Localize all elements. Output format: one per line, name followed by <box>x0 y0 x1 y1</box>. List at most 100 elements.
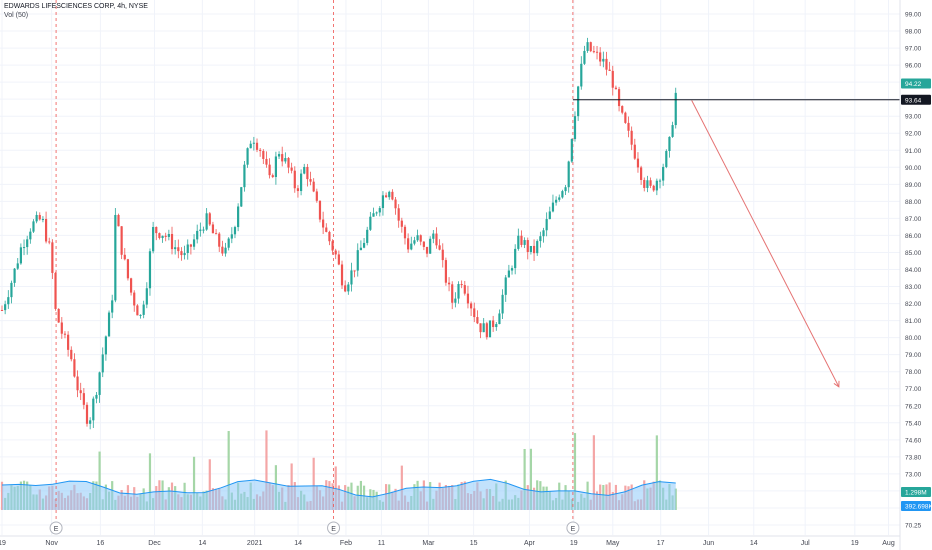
candle <box>299 169 303 196</box>
time-axis[interactable]: 19 Nov 16 Dec 14 2021 14 Feb 11 Mar 15 Apr 19 May 17 Ju… <box>0 535 900 547</box>
earnings-badge[interactable] <box>49 521 63 535</box>
candle-body <box>129 278 133 293</box>
time-tick-label: 19 <box>851 540 859 547</box>
candle <box>460 280 463 289</box>
candle <box>350 262 353 292</box>
drawing-overlays[interactable] <box>572 99 900 388</box>
candle-body <box>259 149 262 151</box>
candle <box>158 232 161 240</box>
candle <box>22 239 26 256</box>
candle-body <box>630 130 633 145</box>
candle-body <box>180 251 183 256</box>
price-tick-label: 98.00 <box>905 29 922 36</box>
candle <box>630 126 633 151</box>
candle-body <box>416 235 419 241</box>
candle <box>318 200 322 223</box>
volume-indicator-label[interactable]: Vol (50) <box>4 12 29 19</box>
candle <box>306 163 309 187</box>
candle <box>614 85 618 90</box>
candle <box>85 402 89 427</box>
candle <box>259 147 262 157</box>
candle <box>517 228 520 251</box>
candle-body <box>479 323 482 333</box>
candle <box>580 56 583 90</box>
candle <box>542 227 545 243</box>
candle-body <box>82 393 85 405</box>
candle <box>548 206 551 220</box>
candle-body <box>161 235 164 239</box>
candle <box>180 247 183 261</box>
candle-body <box>551 202 555 212</box>
candle <box>495 322 498 331</box>
candle-body <box>580 63 583 87</box>
candle-body <box>35 214 38 222</box>
candle <box>322 211 325 235</box>
earnings-badge[interactable] <box>327 521 341 535</box>
time-tick-label: 19 <box>570 540 578 547</box>
candle-body <box>545 219 548 231</box>
forecast-arrow[interactable] <box>691 100 840 388</box>
candle-body <box>290 167 293 171</box>
price-axis[interactable]: 99.0098.0097.0096.0095.0094.0093.0092.00… <box>899 0 932 550</box>
candle-body <box>174 247 177 250</box>
candle <box>89 417 92 430</box>
candle-body <box>38 214 41 220</box>
candle-body <box>19 247 22 264</box>
candle <box>523 237 526 249</box>
candle <box>652 184 655 192</box>
candle-body <box>224 247 227 254</box>
candle-body <box>293 170 296 189</box>
candle <box>627 116 630 138</box>
earnings-badge[interactable] <box>566 521 580 535</box>
candle <box>177 239 180 259</box>
candle-body <box>268 164 271 176</box>
candle <box>208 211 211 227</box>
candle-body <box>54 272 57 309</box>
candlestick-series <box>0 37 677 430</box>
candle-body <box>123 254 126 260</box>
candle-body <box>460 284 463 286</box>
candle <box>473 302 476 323</box>
price-tick-label: 75.40 <box>905 420 922 427</box>
volume-bar <box>573 433 577 510</box>
candle-body <box>76 376 79 391</box>
candle <box>224 242 227 257</box>
candle-body <box>63 333 67 335</box>
time-tick-label: Feb <box>340 540 352 547</box>
volume-ma-area <box>2 479 676 510</box>
candle <box>526 237 529 260</box>
candle-body <box>139 314 142 316</box>
candle-body <box>334 250 337 255</box>
volume-bar <box>208 459 211 510</box>
candle-body <box>662 166 665 181</box>
candle <box>57 308 60 323</box>
candle <box>413 236 416 246</box>
candle-body <box>558 197 561 200</box>
candle-body <box>561 191 564 198</box>
candle <box>268 158 271 179</box>
candle <box>608 61 611 71</box>
candle <box>237 203 240 232</box>
candle <box>227 237 230 251</box>
candle <box>26 235 29 255</box>
volume-bar <box>592 435 595 510</box>
candle-body <box>202 229 205 231</box>
candle-body <box>463 285 466 294</box>
candle-body <box>296 188 300 192</box>
candle-body <box>655 180 658 191</box>
candle <box>315 188 318 203</box>
candle <box>353 270 356 278</box>
candle <box>76 370 79 398</box>
earnings-badge-label: E <box>54 526 59 533</box>
candle <box>148 248 152 296</box>
candle <box>520 230 523 248</box>
candle-body <box>359 247 363 251</box>
candle <box>602 51 605 68</box>
price-tick-label: 86.00 <box>905 233 922 240</box>
candle <box>394 197 397 215</box>
time-tick-label: May <box>606 540 620 547</box>
candle-body <box>671 125 674 137</box>
price-tick-label: 81.00 <box>905 318 922 325</box>
candle-body <box>192 239 196 247</box>
